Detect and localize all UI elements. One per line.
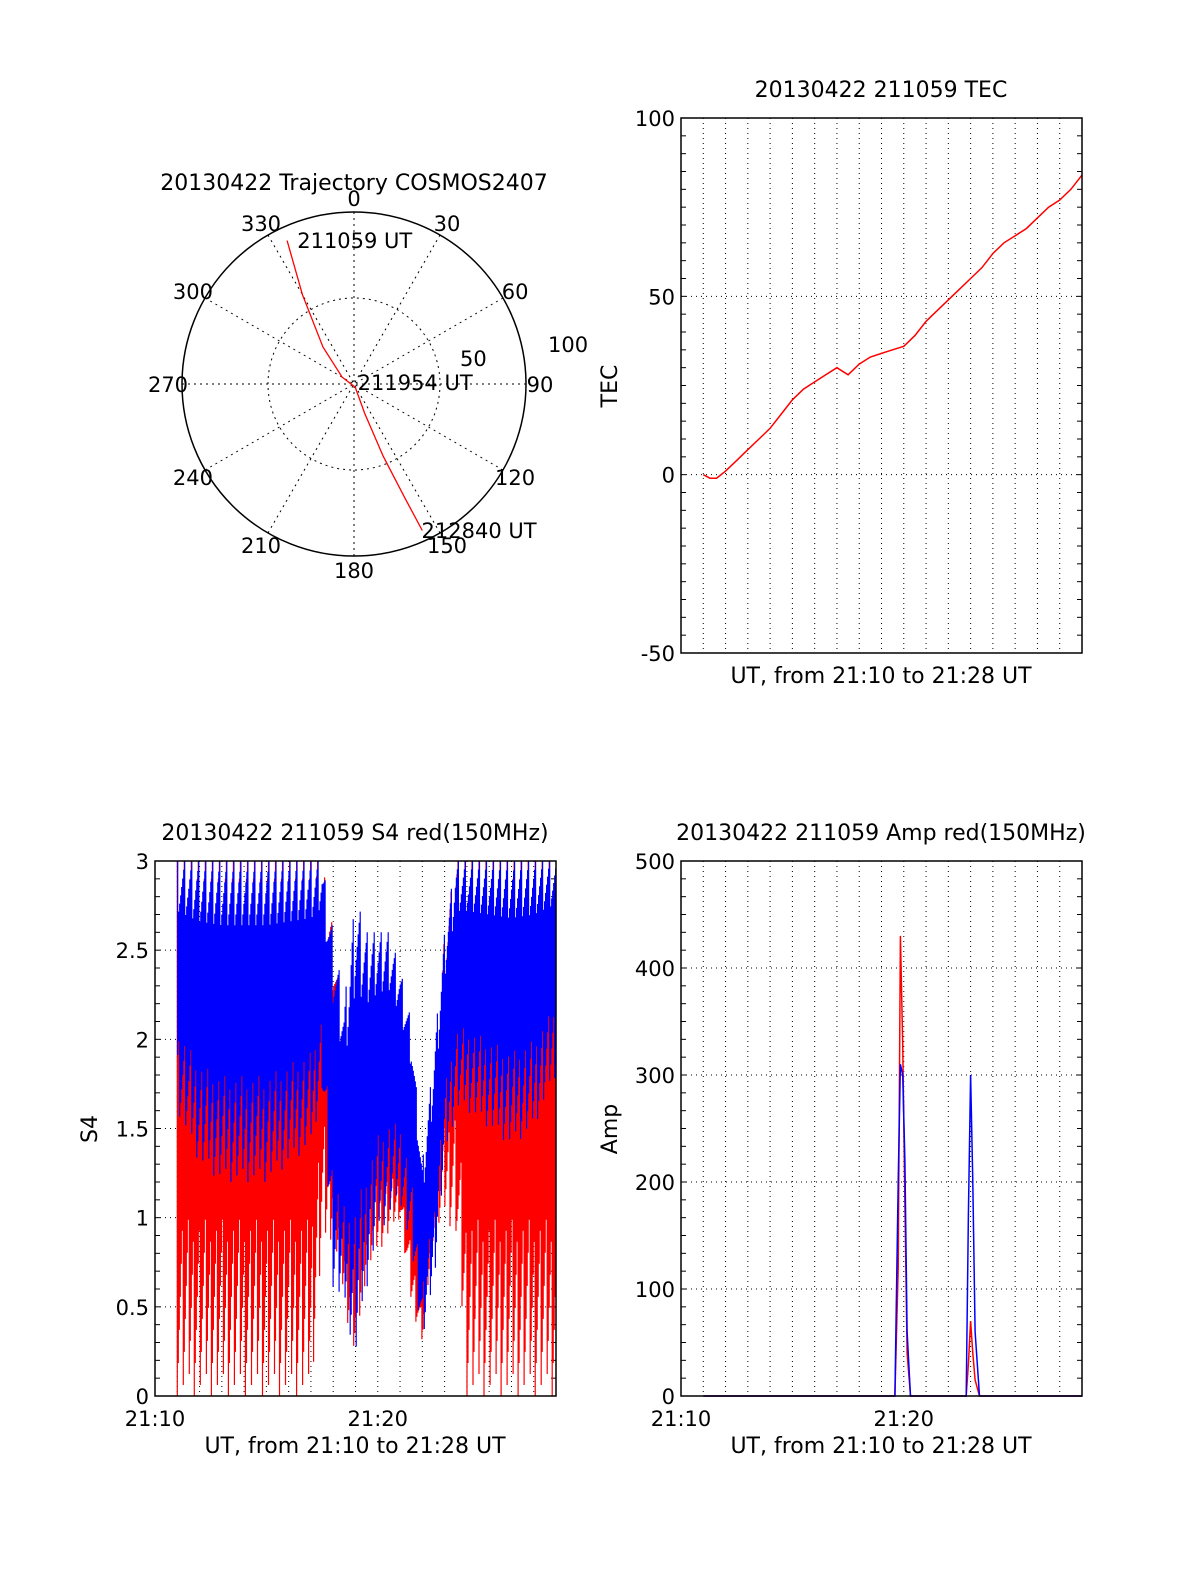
angle-label-0: 0 [347, 187, 360, 211]
polar-grid [181, 211, 527, 557]
trajectory-polar-plot: 20130422 Trajectory COSMOS2407 0 30 60 90 12… [148, 171, 588, 583]
s4-ytick-label: 0 [136, 1385, 149, 1409]
s4-x-ticks: 21:10 21:20 [125, 1407, 408, 1431]
amp-xtick-label: 21:20 [874, 1407, 935, 1431]
trajectory-annotation-1: 211954 UT [358, 371, 473, 395]
s4-ytick-label: 2 [136, 1028, 149, 1052]
amp-y-ticks: 500 400 300 200 100 0 [635, 850, 675, 1409]
s4-y-ticks: 3 2.5 2 1.5 1 0.5 0 [116, 850, 149, 1409]
amp-ytick-label: 500 [635, 850, 675, 874]
s4-ytick-label: 1.5 [116, 1118, 149, 1142]
amp-x-label: UT, from 21:10 to 21:28 UT [730, 1434, 1032, 1459]
s4-ytick-label: 1 [136, 1207, 149, 1231]
angle-label-240: 240 [173, 466, 213, 490]
s4-ytick-label: 2.5 [116, 939, 149, 963]
tec-ytick-label: -50 [641, 642, 675, 666]
angle-label-120: 120 [495, 466, 535, 490]
trajectory-annotations: 211059 UT 211954 UT 212840 UT [297, 229, 537, 543]
s4-envelope-blue [177, 861, 557, 1347]
polar-angle-labels: 0 30 60 90 120 150 180 210 240 270 300 330 [148, 187, 553, 583]
angle-label-30: 30 [434, 212, 461, 236]
trajectory-annotation-0: 211059 UT [297, 229, 412, 253]
s4-y-label: S4 [78, 1115, 103, 1143]
angle-label-90: 90 [527, 373, 554, 397]
tec-series [702, 174, 1083, 479]
tec-ytick-label: 0 [662, 464, 675, 488]
tec-y-ticks: 100 50 0 -50 [635, 107, 675, 666]
radius-label-100: 100 [548, 333, 588, 357]
tec-ytick-label: 50 [648, 285, 675, 309]
amp-ytick-label: 400 [635, 957, 675, 981]
s4-x-label: UT, from 21:10 to 21:28 UT [204, 1434, 506, 1459]
s4-ytick-label: 3 [136, 850, 149, 874]
tec-plot-frame [680, 117, 1083, 654]
amp-series-line-red [703, 935, 1082, 1397]
tec-title: 20130422 211059 TEC [755, 78, 1008, 103]
amp-xtick-label: 21:10 [651, 1407, 712, 1431]
s4-xtick-label: 21:10 [125, 1407, 186, 1431]
amp-grid [681, 861, 1082, 1396]
tec-grid [681, 118, 1082, 653]
amp-ytick-label: 300 [635, 1064, 675, 1088]
tec-ytick-label: 100 [635, 107, 675, 131]
amp-ytick-label: 0 [662, 1385, 675, 1409]
amp-y-label: Amp [598, 1104, 623, 1154]
angle-label-180: 180 [334, 559, 374, 583]
amp-ytick-label: 100 [635, 1278, 675, 1302]
s4-xtick-label: 21:20 [348, 1407, 409, 1431]
amp-series-line-blue [703, 1064, 1082, 1397]
angle-label-330: 330 [241, 212, 281, 236]
tec-x-label: UT, from 21:10 to 21:28 UT [730, 664, 1032, 689]
amp-plot: 20130422 211059 Amp red(150MHz) 500 400 30… [598, 821, 1086, 1459]
s4-ytick-label: 0.5 [116, 1296, 149, 1320]
trajectory-line [286, 240, 423, 531]
radius-label-50: 50 [460, 347, 487, 371]
s4-plot-frame [154, 860, 557, 1397]
tec-plot: 20130422 211059 TEC 100 50 0 -50 UT, from 2… [598, 78, 1083, 689]
trajectory-title: 20130422 Trajectory COSMOS2407 [160, 171, 547, 196]
amp-series [703, 935, 1082, 1397]
angle-label-270: 270 [148, 373, 188, 397]
trajectory-annotation-2: 212840 UT [422, 519, 537, 543]
s4-plot: 20130422 211059 S4 red(150MHz) 3 2.5 2 1.5 1… [78, 821, 557, 1459]
amp-title: 20130422 211059 Amp red(150MHz) [676, 821, 1086, 846]
angle-label-150: 150 [427, 534, 467, 558]
s4-title: 20130422 211059 S4 red(150MHz) [161, 821, 548, 846]
angle-label-300: 300 [173, 280, 213, 304]
s4-series [176, 861, 557, 1396]
angle-label-60: 60 [502, 280, 529, 304]
tec-y-label: TEC [598, 365, 623, 409]
amp-ytick-label: 200 [635, 1171, 675, 1195]
angle-label-210: 210 [241, 534, 281, 558]
amp-x-ticks: 21:10 21:20 [651, 1407, 934, 1431]
amp-plot-frame [680, 860, 1083, 1397]
tec-series-line-red [702, 174, 1083, 479]
